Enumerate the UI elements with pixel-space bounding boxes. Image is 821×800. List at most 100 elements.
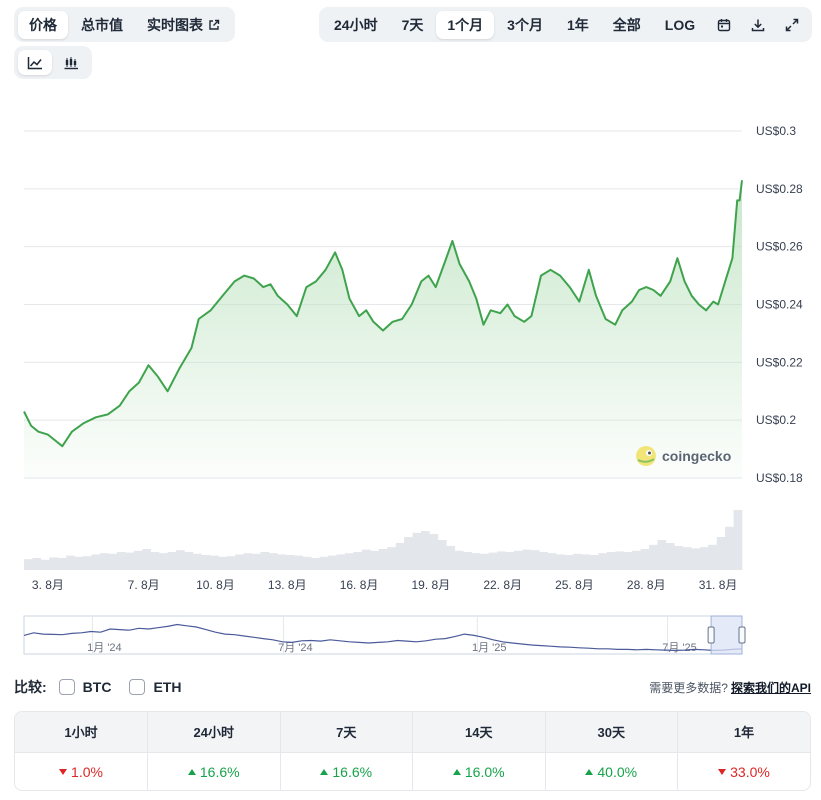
range-1y[interactable]: 1年 — [566, 16, 589, 33]
volume-bar — [488, 552, 498, 570]
range-7d[interactable]: 7天 — [401, 16, 424, 33]
navigator-line — [23, 623, 743, 652]
volume-bar — [328, 555, 337, 570]
volume-bar — [336, 554, 346, 570]
volume-bar — [708, 544, 717, 570]
volume-bar — [243, 553, 253, 570]
volume-bar — [218, 556, 227, 570]
x-tick-label: 10. 8月 — [196, 578, 235, 592]
volume-bar — [429, 534, 439, 570]
navigator-tick-label: 7月 '25 — [662, 642, 697, 654]
volume-bar — [513, 550, 523, 570]
navigator-chart[interactable]: 1月 '24 7月 '24 1月 '25 7月 '25 — [0, 608, 821, 662]
volume-bar — [412, 532, 422, 570]
y-tick-label: US$0.28 — [756, 182, 803, 196]
volume-bar — [387, 547, 396, 570]
y-tick-label: US$0.24 — [756, 298, 803, 312]
volume-bar — [725, 526, 734, 570]
range-log[interactable]: LOG — [664, 16, 696, 33]
navigator-selection[interactable] — [710, 615, 743, 655]
compare-row: 比较: BTC ETH 需要更多数据? 探索我们的API — [14, 676, 811, 698]
y-axis-labels: US$0.18 US$0.2 US$0.22 US$0.24 US$0.26 US$0.2… — [756, 124, 803, 485]
x-tick-label: 25. 8月 — [555, 578, 594, 592]
compare-eth-checkbox[interactable]: ETH — [129, 679, 181, 695]
navigator-axis-labels: 1月 '24 7月 '24 1月 '25 7月 '25 — [87, 616, 697, 654]
candlestick-button[interactable] — [54, 50, 88, 75]
calendar-icon — [717, 18, 731, 31]
volume-bar — [269, 553, 278, 570]
tab-price[interactable]: 价格 — [18, 10, 68, 39]
explore-api-link[interactable]: 探索我们的API — [730, 680, 811, 695]
volume-bar — [573, 553, 582, 570]
download-icon — [751, 19, 765, 31]
volume-bar — [66, 555, 75, 570]
y-tick-label: US$0.18 — [756, 471, 803, 485]
change-30d: 40.0% — [545, 751, 678, 790]
volume-bar — [294, 555, 303, 570]
volume-bar — [116, 552, 126, 570]
calendar-button[interactable] — [708, 11, 740, 39]
range-3m[interactable]: 3个月 — [507, 16, 543, 33]
volume-bar — [404, 537, 413, 570]
tab-market-cap[interactable]: 总市值 — [81, 16, 123, 33]
coingecko-logo-icon — [636, 446, 656, 466]
header-30d: 30天 — [545, 712, 678, 752]
volume-bar — [530, 550, 540, 570]
range-all[interactable]: 全部 — [612, 16, 641, 33]
volume-bar — [657, 540, 667, 570]
watermark-text: coingecko — [662, 448, 731, 464]
volume-bar — [32, 558, 42, 570]
line-chart-button[interactable] — [18, 50, 52, 75]
x-tick-label: 7. 8月 — [128, 578, 160, 592]
volume-bar — [666, 543, 675, 570]
y-tick-label: US$0.26 — [756, 240, 803, 254]
volume-bar — [564, 555, 574, 570]
volume-bar — [446, 546, 456, 570]
navigator-handle-right[interactable] — [738, 626, 746, 644]
price-chart[interactable]: US$0.18 US$0.2 US$0.22 US$0.24 US$0.26 US$0.2… — [0, 100, 821, 600]
header-1y: 1年 — [677, 712, 810, 752]
performance-table: 1小时 24小时 7天 14天 30天 1年 1.0% 16.6% 16.6% … — [14, 711, 811, 791]
range-1m[interactable]: 1个月 — [436, 10, 495, 39]
volume-bar — [285, 555, 295, 570]
fullscreen-icon — [785, 18, 799, 31]
volume-bar — [615, 551, 624, 570]
volume-bar — [623, 552, 633, 570]
x-tick-label: 31. 8月 — [699, 578, 738, 592]
download-button[interactable] — [742, 11, 774, 39]
volume-bar — [395, 543, 405, 570]
volume-bar — [463, 552, 472, 570]
y-tick-label: US$0.3 — [756, 124, 796, 138]
volume-bar — [632, 550, 641, 570]
navigator-handle-left[interactable] — [707, 626, 715, 644]
volume-bar — [590, 555, 599, 570]
volume-bar — [142, 549, 151, 570]
change-1y: 33.0% — [677, 751, 810, 790]
x-axis-labels: 3. 8月 7. 8月 10. 8月 13. 8月 16. 8月 19. 8月 22. 8月… — [32, 578, 738, 592]
table-row: 1.0% 16.6% 16.6% 16.0% 40.0% 33.0% — [15, 751, 810, 790]
volume-bar — [421, 531, 430, 570]
range-24h[interactable]: 24小时 — [334, 16, 378, 33]
volume-bar — [353, 552, 363, 570]
fullscreen-button[interactable] — [776, 11, 808, 39]
navigator-tick-label: 1月 '24 — [87, 642, 122, 654]
volume-bar — [235, 554, 244, 570]
caret-down-icon — [59, 768, 68, 775]
header-24h: 24小时 — [147, 712, 281, 752]
volume-bar — [370, 550, 379, 570]
volume-bar — [649, 544, 658, 570]
header-14d: 14天 — [412, 712, 546, 752]
volume-bar — [598, 553, 608, 570]
volume-bar — [226, 556, 236, 570]
compare-btc-checkbox[interactable]: BTC — [58, 679, 111, 695]
volume-bar — [682, 547, 692, 570]
volume-bar — [57, 558, 67, 570]
x-tick-label: 3. 8月 — [32, 578, 64, 592]
volume-bar — [49, 557, 58, 570]
volume-bar — [176, 550, 185, 570]
x-tick-label: 19. 8月 — [412, 578, 451, 592]
volume-bar — [699, 547, 709, 570]
price-line — [23, 180, 743, 448]
tab-live-chart[interactable]: 实时图表 — [136, 11, 231, 39]
volume-bars — [24, 510, 743, 570]
